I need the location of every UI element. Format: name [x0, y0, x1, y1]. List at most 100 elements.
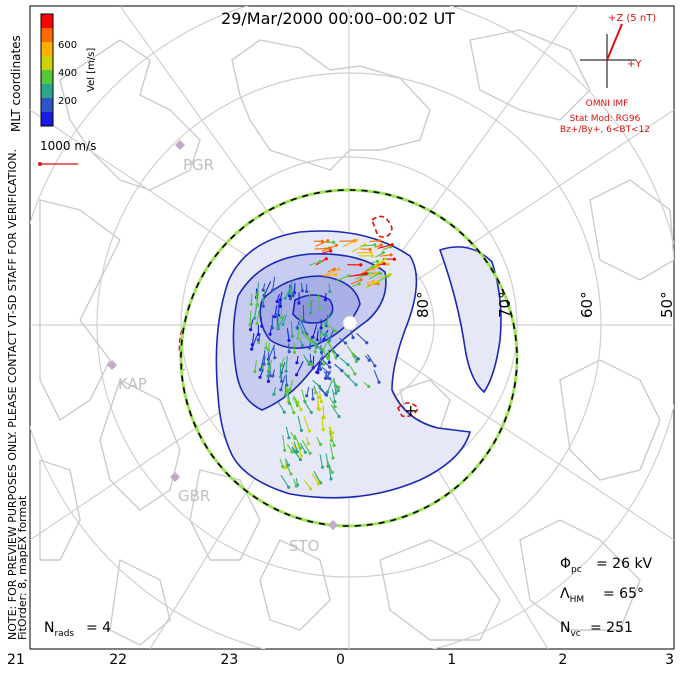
velocity-vector: [280, 357, 285, 366]
velocity-vector: [364, 355, 370, 361]
velocity-vector: [273, 386, 277, 395]
n-rads-value: = 4: [86, 620, 111, 636]
velocity-vector: [296, 321, 300, 329]
imf-condition-label: Bz+/By+, 6<BT<12: [560, 125, 650, 135]
velocity-vector: [287, 398, 295, 413]
color-scale-label: Vel [m/s]: [86, 48, 97, 92]
red-contours: [178, 215, 419, 418]
imf-model-label: Stat Mod: RG96: [570, 114, 641, 124]
mlt-tick-label: 3: [665, 652, 674, 668]
velocity-vector: [263, 350, 266, 365]
imf-source-label: OMNI IMF: [586, 99, 629, 109]
velocity-vector: [338, 337, 346, 344]
velocity-vector: [325, 371, 328, 379]
velocity-vector: [284, 457, 287, 468]
velocity-vector: [328, 465, 332, 479]
velocity-vector: [257, 333, 261, 341]
velocity-vector: [250, 319, 254, 330]
imf-by-label: +Y: [627, 59, 642, 70]
velocity-vector: [378, 275, 389, 282]
velocity-vector: [279, 297, 282, 307]
velocity-vector: [279, 458, 284, 467]
velocity-vector: [254, 360, 258, 372]
velocity-vector: [326, 324, 336, 332]
velocity-vector: [312, 387, 320, 398]
velocity-vector: [263, 281, 272, 296]
plus-marker: +: [404, 401, 417, 420]
velocity-vector: [282, 434, 286, 451]
velocity-vector: [285, 426, 290, 438]
velocity-vector: [286, 444, 293, 453]
velocity-vector: [310, 337, 322, 350]
velocity-vector: [366, 353, 376, 367]
velocity-vector: [253, 307, 257, 319]
preview-notice: NOTE: FOR PREVIEW PURPOSES ONLY. PLEASE …: [6, 149, 19, 640]
station-pgr: PGR: [183, 156, 214, 174]
velocity-vector: [346, 345, 355, 356]
velocity-vector: [329, 426, 333, 438]
velocity-vector: [277, 310, 279, 326]
dusk-cell-core: [292, 294, 334, 324]
velocity-vector: [262, 291, 266, 301]
velocity-vector: [293, 342, 296, 353]
velocity-vector: [289, 280, 293, 294]
velocity-vector: [284, 287, 291, 299]
velocity-vector: [285, 355, 288, 372]
velocity-vector: [260, 316, 263, 327]
velocity-vector: [250, 293, 253, 305]
velocity-vector: [286, 328, 290, 341]
color-scale: 600 400 200 Vel [m/s]: [40, 13, 97, 127]
velocity-vector: [334, 275, 350, 282]
velocity-vector: [382, 246, 391, 251]
velocity-vector: [300, 312, 303, 320]
velocity-vector: [311, 473, 320, 485]
velocity-vector: [379, 273, 391, 279]
color-bar-segment: [41, 112, 53, 127]
velocity-vector: [303, 354, 310, 365]
velocity-vector: [315, 240, 329, 247]
velocity-vector: [321, 416, 324, 430]
velocity-vector: [349, 365, 356, 375]
velocity-vector: [280, 362, 286, 373]
velocity-vector: [269, 325, 273, 335]
velocity-vector: [302, 399, 312, 413]
velocity-vector: [330, 404, 340, 417]
velocity-vector: [298, 321, 304, 333]
velocity-vector: [339, 357, 349, 366]
color-bar-segment: [41, 56, 53, 71]
velocity-vector: [255, 291, 259, 305]
velocity-vector: [314, 337, 317, 352]
velocity-vector: [321, 349, 328, 358]
dawn-cell: [438, 246, 502, 394]
velocity-vector: [322, 250, 331, 254]
velocity-vector: [292, 288, 295, 296]
velocity-vector: [290, 431, 296, 439]
velocity-vector: [308, 290, 311, 305]
velocity-vector: [316, 330, 319, 340]
velocity-vector: [365, 280, 379, 289]
velocity-vector: [273, 345, 276, 358]
velocity-vector: [368, 272, 380, 280]
velocity-vector: [290, 442, 297, 450]
convection-cells: [215, 230, 502, 499]
velocity-vector: [293, 283, 296, 293]
lat-label-80: 80°: [414, 291, 432, 318]
velocity-vector: [313, 470, 322, 484]
velocity-vector: [290, 321, 293, 337]
velocity-vector: [374, 252, 384, 258]
velocity-vector: [356, 332, 368, 344]
velocity-vector: [377, 244, 393, 249]
mlt-tick-label: 21: [7, 652, 25, 668]
imf-bz-label: +Z (5 nT): [608, 13, 656, 24]
velocity-vector: [292, 478, 297, 487]
coastlines: [39, 29, 674, 646]
velocity-vector: [277, 301, 280, 316]
velocity-vector-origin: [249, 302, 253, 306]
velocity-vector: [370, 260, 378, 264]
velocity-vector: [321, 358, 331, 368]
velocity-reference-label: 1000 m/s: [40, 139, 96, 153]
coordinate-system-label: MLT coordinates: [9, 35, 23, 132]
velocity-vector: [311, 388, 314, 400]
velocity-vector: [321, 366, 330, 374]
phi-pc-value: = 26 kV: [596, 556, 653, 572]
